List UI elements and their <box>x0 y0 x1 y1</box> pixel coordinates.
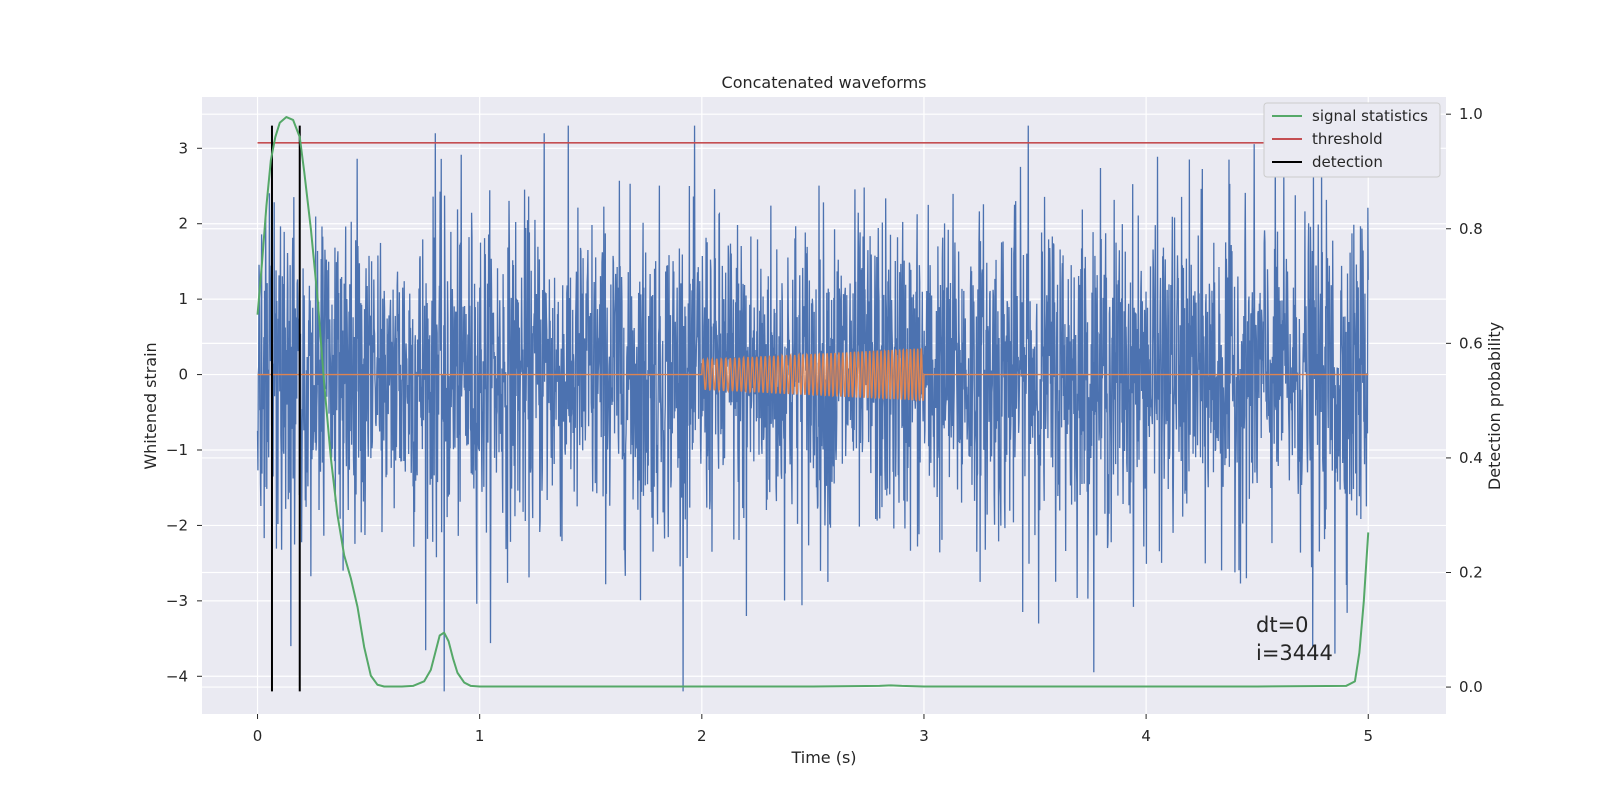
y2-tick-label: 0.8 <box>1459 220 1483 238</box>
legend: signal statistics threshold detection <box>1263 102 1441 178</box>
annotation-line-i: i=3444 <box>1256 641 1333 665</box>
y2-tick-label: 1.0 <box>1459 105 1483 123</box>
y-tick-label: −2 <box>166 516 188 534</box>
signal-statistics-line <box>256 116 1370 688</box>
noise-series-line <box>256 125 1369 692</box>
axes: 0 1 2 3 4 5 −4 −3 −2 −1 0 1 2 3 0.0 0.2 0.4 0.6 0.8 1.0 <box>166 105 1483 745</box>
x-axis-title: Time (s) <box>790 748 856 767</box>
x-tick-label: 0 <box>253 727 263 745</box>
y-tick-label: 0 <box>178 366 188 384</box>
x-tick-label: 5 <box>1363 727 1373 745</box>
y-tick-label: −1 <box>166 441 188 459</box>
y-tick-label: −3 <box>166 592 188 610</box>
x-tick-label: 2 <box>697 727 707 745</box>
y2-tick-label: 0.4 <box>1459 449 1483 467</box>
legend-label-threshold: threshold <box>1312 130 1383 148</box>
y2-tick-label: 0.2 <box>1459 563 1483 581</box>
y2-axis-title: Detection probability <box>1485 322 1504 490</box>
injected-waveform-line <box>257 347 1369 403</box>
x-tick-label: 4 <box>1141 727 1151 745</box>
legend-box <box>1263 102 1441 178</box>
annotation-line-dt: dt=0 <box>1256 613 1309 637</box>
y-tick-label: −4 <box>166 667 188 685</box>
y2-tick-label: 0.6 <box>1459 334 1483 352</box>
y-tick-label: 1 <box>178 290 188 308</box>
plot-area <box>256 116 1370 692</box>
legend-label-signal-statistics: signal statistics <box>1312 107 1428 125</box>
x-tick-label: 1 <box>475 727 485 745</box>
y2-tick-label: 0.0 <box>1459 678 1483 696</box>
y-axis-title: Whitened strain <box>141 342 160 469</box>
y-tick-label: 2 <box>178 215 188 233</box>
x-tick-label: 3 <box>919 727 929 745</box>
chart-title: Concatenated waveforms <box>722 73 927 92</box>
legend-label-detection: detection <box>1312 153 1383 171</box>
y-tick-label: 3 <box>178 139 188 157</box>
annotation: dt=0 i=3444 <box>1256 613 1333 665</box>
